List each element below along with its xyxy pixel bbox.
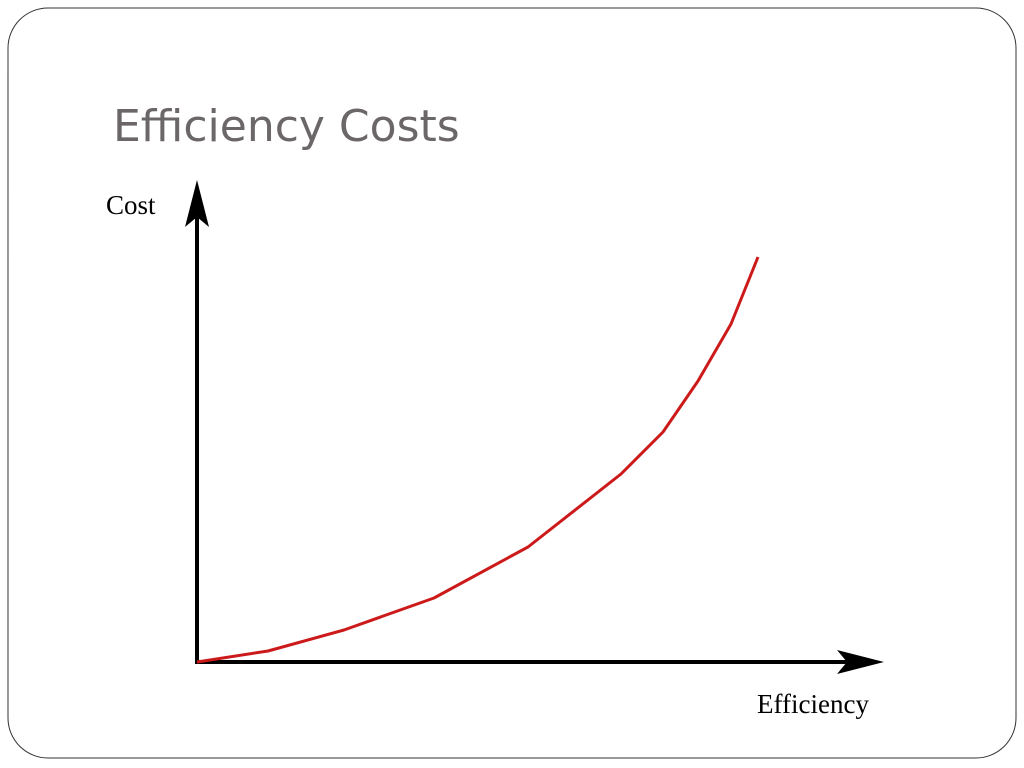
cost-curve [196, 256, 760, 664]
x-axis-arrow [837, 650, 884, 674]
slide-title: Efficiency Costs [113, 101, 460, 152]
y-axis-arrow [185, 180, 209, 227]
diagram: Cost Efficiency [106, 180, 884, 719]
slide-frame [7, 7, 1017, 759]
y-axis-label: Cost [106, 190, 156, 220]
x-axis-label: Efficiency [757, 689, 869, 719]
